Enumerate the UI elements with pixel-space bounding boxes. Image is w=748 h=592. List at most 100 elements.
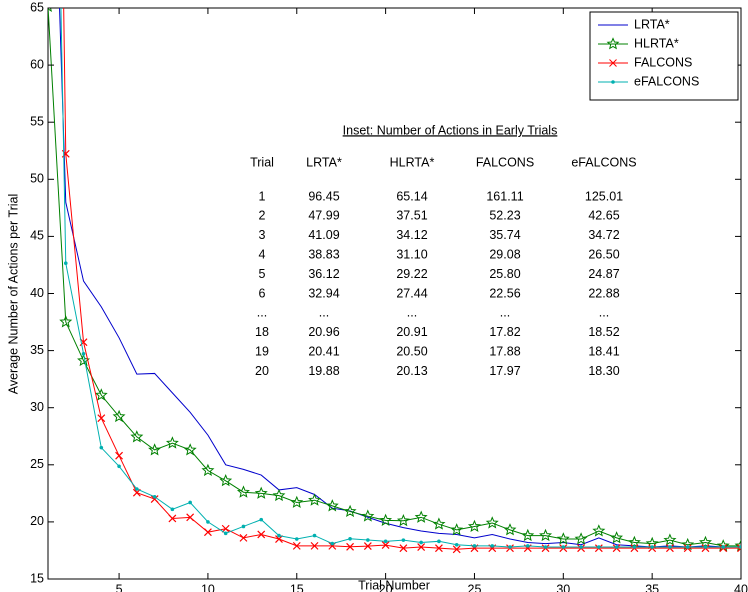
inset-cell: 18.30 bbox=[588, 364, 619, 378]
y-tick-label: 55 bbox=[30, 114, 44, 128]
marker bbox=[346, 542, 355, 551]
marker bbox=[721, 545, 726, 549]
marker bbox=[148, 443, 162, 456]
series-line bbox=[59, 8, 741, 548]
inset-header: FALCONS bbox=[476, 155, 534, 169]
marker bbox=[275, 535, 283, 543]
inset-cell: ... bbox=[257, 306, 267, 320]
y-tick-label: 30 bbox=[30, 400, 44, 414]
marker bbox=[525, 544, 530, 548]
inset-cell: 125.01 bbox=[585, 189, 623, 203]
marker bbox=[739, 545, 741, 549]
marker bbox=[379, 513, 393, 526]
legend-label: eFALCONS bbox=[634, 74, 699, 88]
inset-cell: 29.08 bbox=[489, 247, 520, 261]
inset-header: eFALCONS bbox=[571, 155, 636, 169]
inset-header: LRTA* bbox=[306, 155, 342, 169]
marker bbox=[467, 519, 481, 532]
marker bbox=[292, 541, 301, 550]
marker bbox=[450, 523, 464, 536]
inset-cell: 18.41 bbox=[588, 344, 619, 358]
y-tick-label: 25 bbox=[30, 457, 44, 471]
inset-cell: 27.44 bbox=[396, 286, 427, 300]
inset-cell: 5 bbox=[259, 267, 266, 281]
legend-marker bbox=[611, 80, 615, 84]
marker bbox=[698, 535, 712, 548]
y-tick-label: 65 bbox=[30, 0, 44, 14]
inset-cell: 31.10 bbox=[396, 247, 427, 261]
legend-marker bbox=[609, 59, 617, 67]
inset-cell: 20.41 bbox=[308, 344, 339, 358]
inset-cell: 20 bbox=[255, 364, 269, 378]
legend-label: FALCONS bbox=[634, 55, 692, 69]
inset-cell: 20.50 bbox=[396, 344, 427, 358]
marker bbox=[592, 524, 606, 537]
marker bbox=[150, 495, 159, 503]
inset-title: Inset: Number of Actions in Early Trials bbox=[343, 123, 558, 137]
x-tick-label: 5 bbox=[116, 582, 123, 592]
inset-cell: 25.80 bbox=[489, 267, 520, 281]
marker bbox=[59, 315, 73, 328]
marker bbox=[703, 545, 708, 549]
marker bbox=[99, 445, 104, 450]
marker bbox=[308, 493, 322, 506]
y-tick-label: 15 bbox=[30, 571, 44, 585]
x-tick-label: 10 bbox=[201, 582, 215, 592]
marker bbox=[419, 540, 423, 545]
legend-marker bbox=[606, 37, 620, 50]
inset-header: Trial bbox=[250, 155, 274, 169]
inset-cell: 17.97 bbox=[489, 364, 520, 378]
marker bbox=[135, 487, 139, 491]
x-tick-label: 35 bbox=[645, 582, 659, 592]
marker bbox=[650, 545, 654, 549]
marker bbox=[257, 530, 266, 539]
marker bbox=[221, 524, 230, 533]
marker bbox=[574, 532, 588, 545]
inset-cell: ... bbox=[500, 306, 510, 320]
y-axis-label: Average Number of Actions per Trial bbox=[6, 194, 20, 395]
marker bbox=[383, 539, 388, 544]
inset-cell: 37.51 bbox=[396, 209, 427, 223]
marker bbox=[737, 544, 741, 553]
marker bbox=[452, 545, 461, 554]
marker bbox=[396, 513, 410, 527]
inset-cell: 6 bbox=[259, 286, 266, 300]
marker bbox=[272, 488, 286, 502]
marker bbox=[165, 436, 179, 449]
inset-cell: 47.99 bbox=[308, 209, 339, 223]
marker bbox=[63, 261, 68, 266]
inset-cell: 26.50 bbox=[588, 247, 619, 261]
x-axis-label: Trial Number bbox=[358, 578, 430, 592]
marker bbox=[579, 545, 583, 549]
marker bbox=[223, 531, 228, 536]
inset-cell: 17.82 bbox=[489, 325, 520, 339]
marker bbox=[277, 533, 281, 538]
inset-cell: 19.88 bbox=[308, 364, 339, 378]
legend-label: LRTA* bbox=[634, 17, 670, 31]
marker bbox=[183, 443, 197, 456]
inset-cell: 20.96 bbox=[308, 325, 339, 339]
marker bbox=[561, 545, 566, 549]
inset-cell: 42.65 bbox=[588, 209, 619, 223]
marker bbox=[381, 541, 390, 550]
y-tick-label: 45 bbox=[30, 229, 44, 243]
inset-cell: 41.09 bbox=[308, 228, 339, 242]
marker bbox=[490, 544, 495, 548]
y-tick-label: 60 bbox=[30, 57, 44, 71]
x-tick-label: 15 bbox=[290, 582, 304, 592]
series-line bbox=[60, 8, 741, 548]
marker bbox=[399, 544, 408, 553]
marker bbox=[112, 409, 126, 423]
marker bbox=[241, 524, 246, 529]
marker bbox=[627, 535, 641, 548]
marker bbox=[632, 545, 637, 549]
marker bbox=[401, 538, 406, 542]
marker bbox=[130, 430, 144, 443]
marker bbox=[328, 541, 337, 550]
marker bbox=[259, 517, 264, 522]
y-tick-label: 40 bbox=[30, 286, 44, 300]
inset-cell: 3 bbox=[259, 228, 266, 242]
marker bbox=[97, 414, 106, 423]
marker bbox=[170, 507, 175, 512]
series-group bbox=[48, 8, 741, 554]
